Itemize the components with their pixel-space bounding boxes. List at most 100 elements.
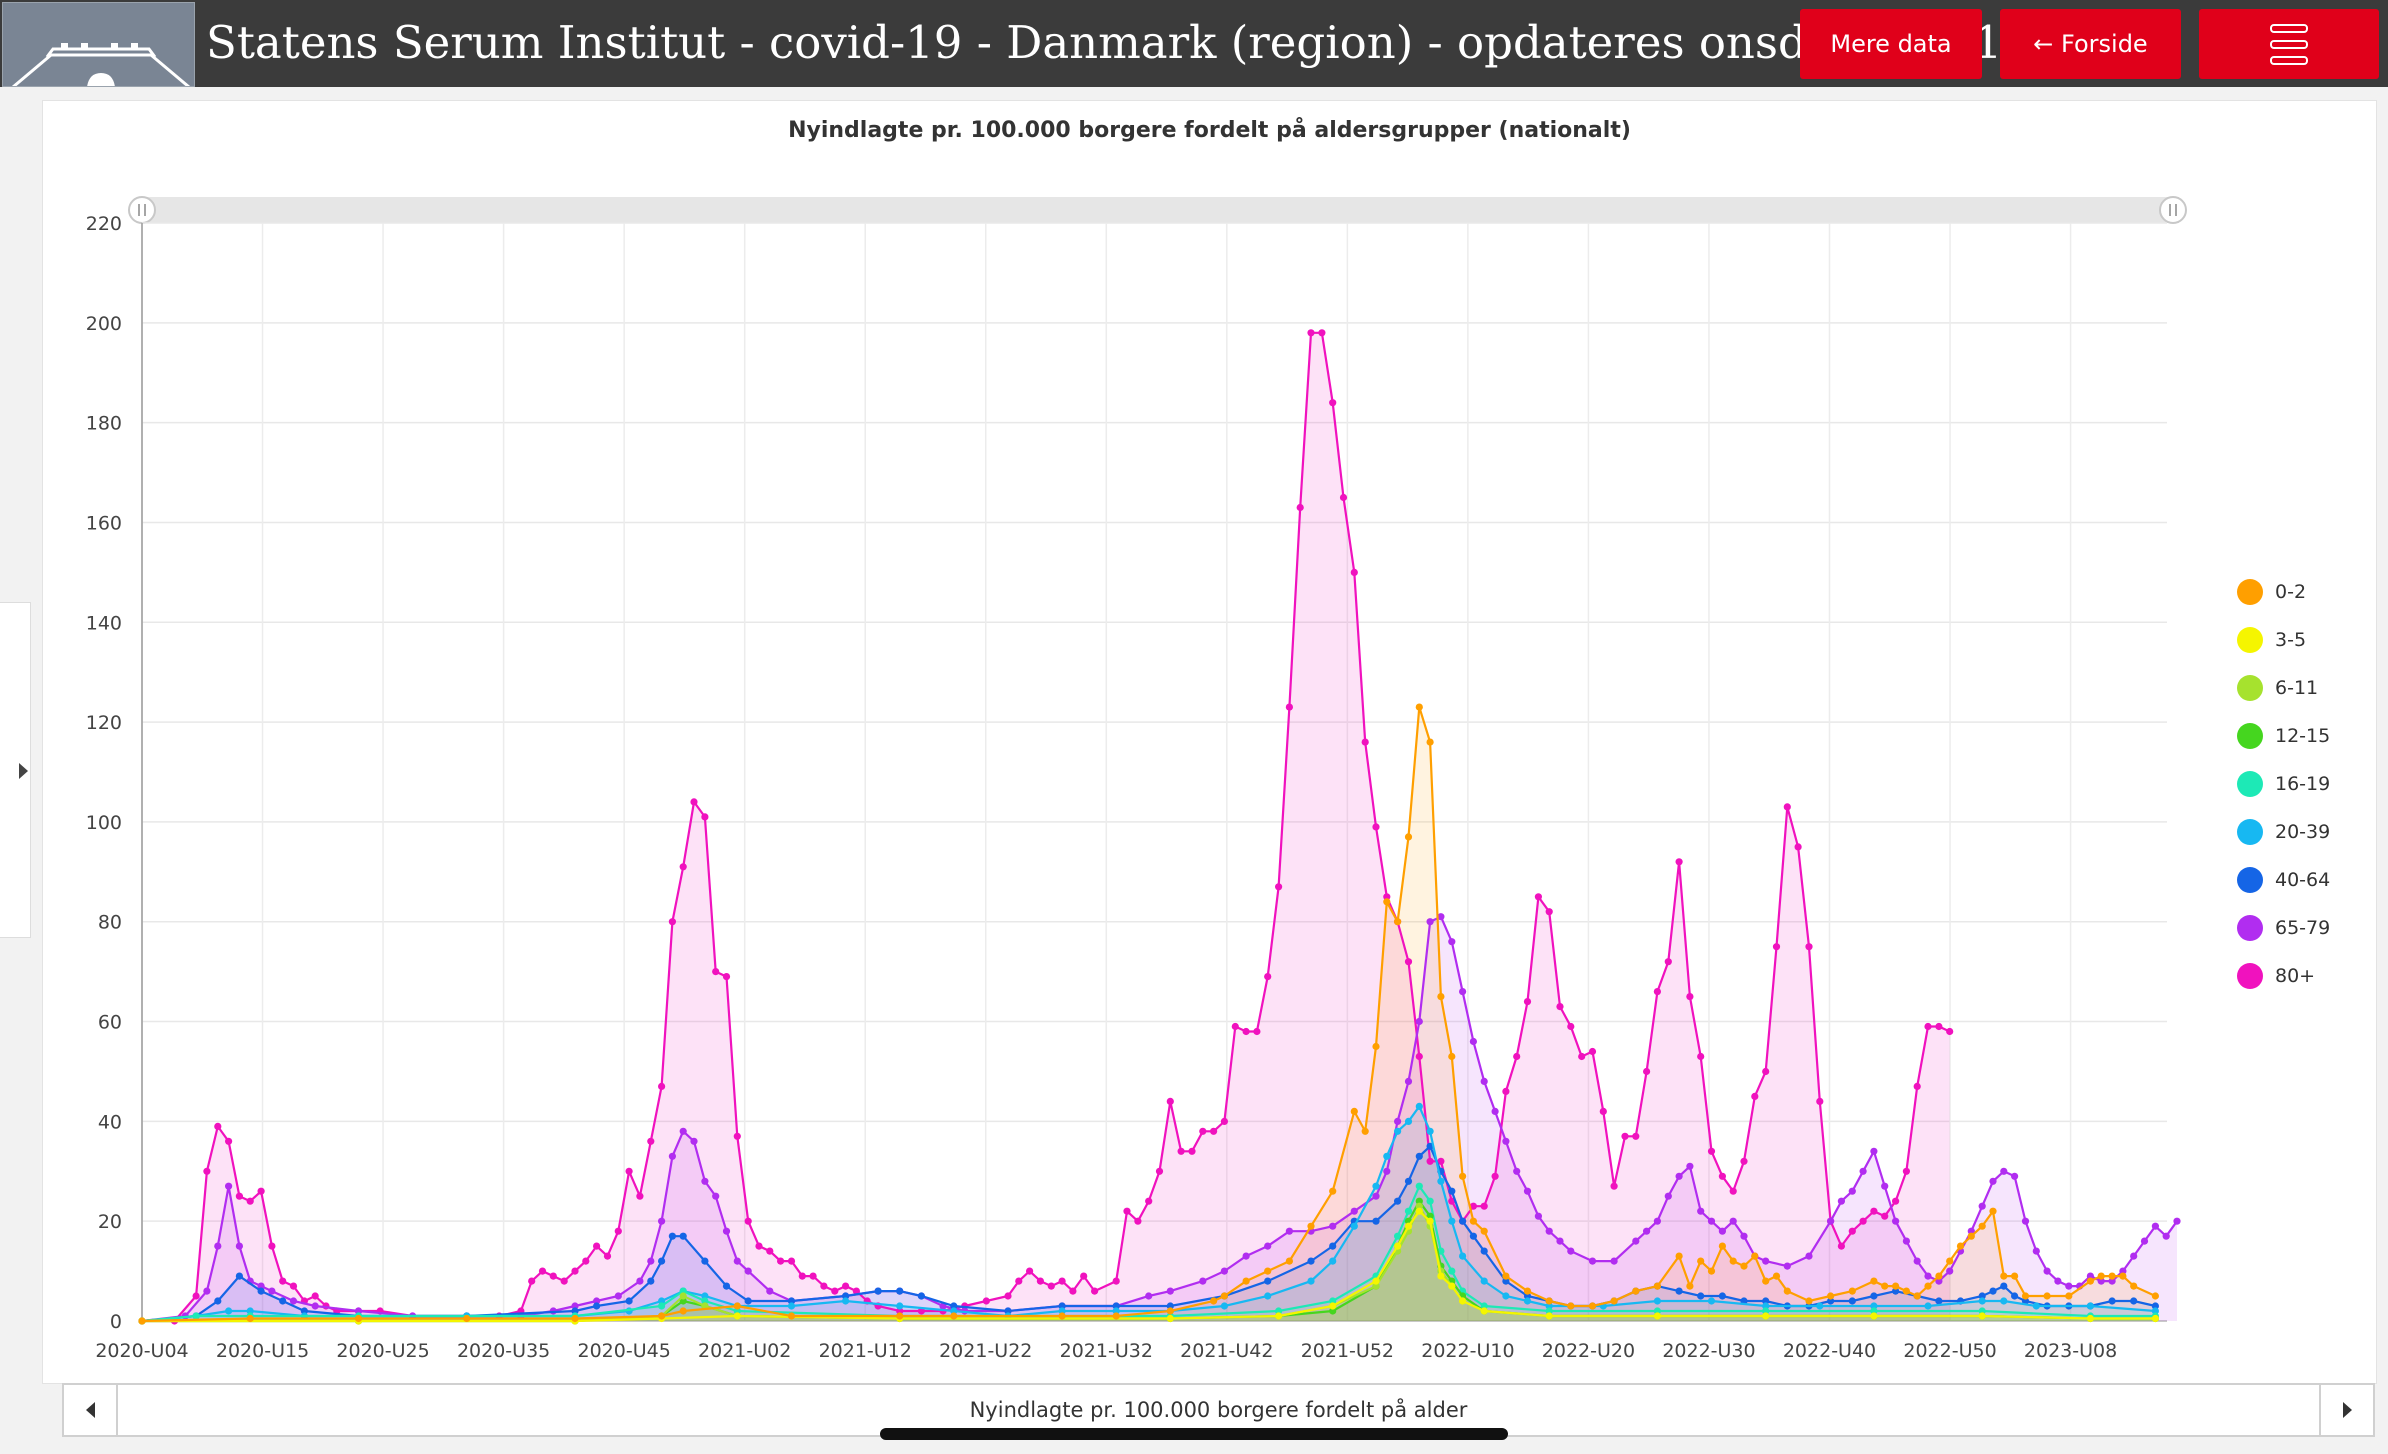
data-point-65-79[interactable] xyxy=(701,1177,709,1185)
data-point-0-2[interactable] xyxy=(2043,1292,2051,1300)
data-point-80+[interactable] xyxy=(1675,858,1683,866)
data-point-65-79[interactable] xyxy=(1469,1037,1477,1046)
data-point-40-64[interactable] xyxy=(571,1307,579,1315)
data-point-40-64[interactable] xyxy=(625,1297,633,1305)
data-point-80+[interactable] xyxy=(1307,329,1315,337)
data-point-40-64[interactable] xyxy=(1415,1152,1423,1160)
data-point-40-64[interactable] xyxy=(1978,1292,1986,1300)
data-point-80+[interactable] xyxy=(1339,493,1348,502)
data-point-20-39[interactable] xyxy=(1112,1307,1120,1315)
data-point-80+[interactable] xyxy=(1361,738,1369,746)
data-point-65-79[interactable] xyxy=(647,1257,655,1265)
data-point-40-64[interactable] xyxy=(1307,1257,1315,1265)
data-point-16-19[interactable] xyxy=(1978,1307,1986,1315)
data-point-65-79[interactable] xyxy=(2151,1222,2159,1230)
data-point-3-5[interactable] xyxy=(1415,1207,1423,1215)
data-point-20-39[interactable] xyxy=(950,1307,958,1315)
data-point-0-2[interactable] xyxy=(1383,898,1391,906)
data-point-0-2[interactable] xyxy=(1729,1257,1737,1265)
data-point-65-79[interactable] xyxy=(1870,1147,1878,1155)
data-point-0-2[interactable] xyxy=(1902,1287,1910,1295)
data-point-0-2[interactable] xyxy=(1989,1207,1997,1215)
data-point-20-39[interactable] xyxy=(1459,1252,1467,1260)
data-point-3-5[interactable] xyxy=(1394,1242,1402,1250)
data-point-65-79[interactable] xyxy=(2000,1167,2008,1175)
data-point-80+[interactable] xyxy=(279,1277,287,1285)
data-point-0-2[interactable] xyxy=(1675,1252,1683,1260)
data-point-0-2[interactable] xyxy=(1924,1282,1932,1290)
data-point-40-64[interactable] xyxy=(2130,1297,2138,1305)
data-point-65-79[interactable] xyxy=(1426,918,1434,926)
data-point-65-79[interactable] xyxy=(1946,1267,1954,1275)
range-slider-track[interactable] xyxy=(142,197,2179,223)
data-point-80+[interactable] xyxy=(1599,1107,1607,1115)
data-point-0-2[interactable] xyxy=(2097,1272,2105,1280)
data-point-80+[interactable] xyxy=(1556,1003,1564,1011)
data-point-80+[interactable] xyxy=(1686,993,1694,1001)
data-point-0-2[interactable] xyxy=(1762,1277,1770,1285)
data-point-80+[interactable] xyxy=(755,1242,763,1250)
data-point-65-79[interactable] xyxy=(1437,913,1445,921)
data-point-80+[interactable] xyxy=(809,1272,817,1280)
data-point-12-15[interactable] xyxy=(679,1297,687,1305)
data-point-16-19[interactable] xyxy=(1329,1297,1337,1305)
data-point-65-79[interactable] xyxy=(1837,1197,1845,1205)
data-point-80+[interactable] xyxy=(1036,1277,1044,1285)
data-point-16-19[interactable] xyxy=(1448,1267,1456,1275)
data-point-80+[interactable] xyxy=(1026,1267,1034,1275)
data-point-0-2[interactable] xyxy=(1545,1297,1553,1305)
data-point-80+[interactable] xyxy=(192,1292,200,1300)
data-point-0-2[interactable] xyxy=(1469,1217,1477,1225)
data-point-0-2[interactable] xyxy=(1437,993,1445,1001)
data-point-80+[interactable] xyxy=(235,1192,243,1200)
data-point-12-15[interactable] xyxy=(1415,1197,1423,1205)
data-point-65-79[interactable] xyxy=(1664,1192,1672,1200)
data-point-40-64[interactable] xyxy=(744,1297,752,1305)
data-point-3-5[interactable] xyxy=(1870,1312,1878,1320)
data-point-80+[interactable] xyxy=(1588,1047,1597,1056)
data-point-40-64[interactable] xyxy=(950,1302,958,1310)
data-point-40-64[interactable] xyxy=(1459,1217,1467,1225)
data-point-0-2[interactable] xyxy=(1956,1242,1965,1250)
data-point-3-5[interactable] xyxy=(1275,1312,1283,1320)
legend-item-20-39[interactable]: 20-39 xyxy=(2237,808,2357,856)
data-point-0-2[interactable] xyxy=(1632,1287,1640,1295)
data-point-65-79[interactable] xyxy=(1145,1292,1153,1300)
data-point-80+[interactable] xyxy=(722,973,731,981)
data-point-20-39[interactable] xyxy=(1307,1277,1315,1285)
data-point-0-2[interactable] xyxy=(679,1307,687,1315)
legend-item-12-15[interactable]: 12-15 xyxy=(2237,712,2357,760)
data-point-80+[interactable] xyxy=(311,1292,319,1300)
data-point-80+[interactable] xyxy=(1350,568,1358,577)
data-point-80+[interactable] xyxy=(1805,943,1813,951)
navigator-next-button[interactable] xyxy=(2319,1385,2373,1435)
legend-item-3-5[interactable]: 3-5 xyxy=(2237,616,2357,664)
data-point-80+[interactable] xyxy=(538,1267,547,1275)
data-point-20-39[interactable] xyxy=(246,1307,254,1315)
data-point-65-79[interactable] xyxy=(268,1287,276,1295)
data-point-80+[interactable] xyxy=(560,1277,568,1285)
data-point-0-2[interactable] xyxy=(1827,1292,1835,1300)
data-point-80+[interactable] xyxy=(1502,1087,1510,1095)
data-point-80+[interactable] xyxy=(1123,1207,1131,1215)
data-point-65-79[interactable] xyxy=(1718,1227,1726,1235)
data-point-80+[interactable] xyxy=(1892,1197,1900,1205)
data-point-80+[interactable] xyxy=(1080,1272,1088,1280)
data-point-20-39[interactable] xyxy=(1924,1302,1932,1310)
data-point-80+[interactable] xyxy=(1166,1097,1174,1105)
data-point-80+[interactable] xyxy=(1242,1027,1250,1036)
data-point-65-79[interactable] xyxy=(1448,938,1456,946)
data-point-65-79[interactable] xyxy=(1523,1187,1532,1195)
data-point-3-5[interactable] xyxy=(1329,1302,1337,1310)
data-point-80+[interactable] xyxy=(1913,1082,1921,1090)
data-point-16-19[interactable] xyxy=(701,1297,709,1305)
data-point-65-79[interactable] xyxy=(1935,1277,1943,1285)
data-point-3-5[interactable] xyxy=(1545,1312,1553,1320)
data-point-0-2[interactable] xyxy=(1112,1312,1120,1320)
data-point-16-19[interactable] xyxy=(1394,1232,1402,1240)
data-point-80+[interactable] xyxy=(831,1287,839,1295)
data-point-20-39[interactable] xyxy=(1437,1177,1445,1185)
data-point-20-39[interactable] xyxy=(1415,1102,1423,1110)
data-point-0-2[interactable] xyxy=(1740,1262,1748,1270)
data-point-0-2[interactable] xyxy=(1220,1292,1228,1300)
